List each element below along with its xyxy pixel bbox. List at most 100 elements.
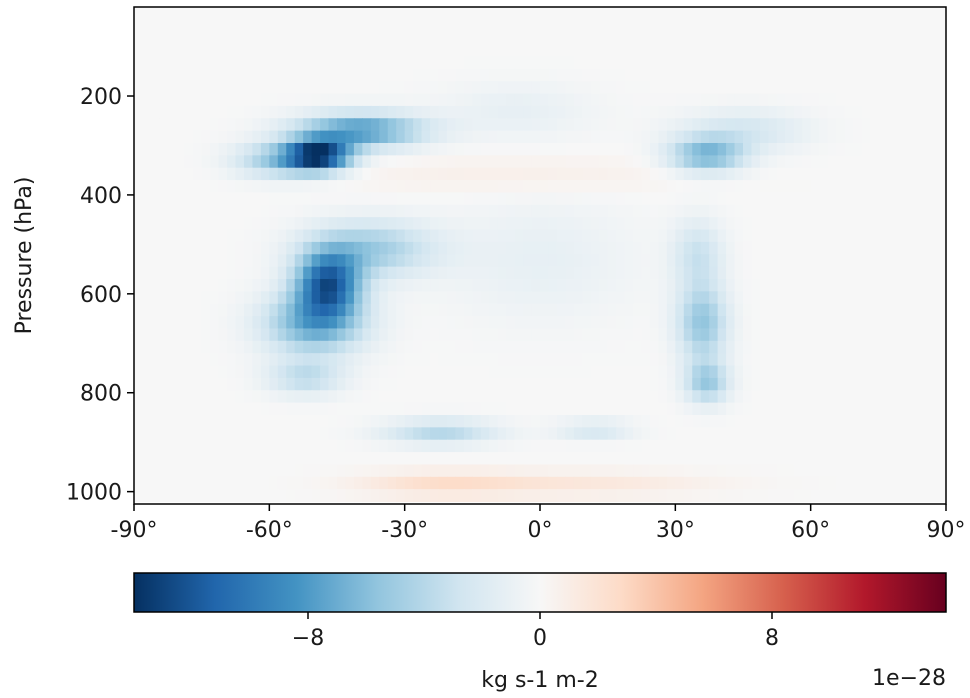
heatmap-cell <box>370 180 380 194</box>
heatmap-cell <box>396 452 406 466</box>
heatmap-cell <box>269 105 279 119</box>
heatmap-cell <box>311 427 321 441</box>
heatmap-cell <box>743 155 753 169</box>
heatmap-cell <box>624 93 634 107</box>
heatmap-cell <box>616 278 626 292</box>
heatmap-cell <box>649 390 660 404</box>
heatmap-cell <box>726 365 736 379</box>
heatmap-cell <box>759 452 769 466</box>
heatmap-cell <box>320 464 330 478</box>
heatmap-cell <box>150 192 160 206</box>
heatmap-cell <box>150 180 160 194</box>
heatmap-cell <box>937 192 947 206</box>
heatmap-cell <box>573 56 583 70</box>
heatmap-cell <box>785 229 795 243</box>
heatmap-cell <box>683 192 693 206</box>
heatmap-cell <box>726 316 736 330</box>
heatmap-cell <box>243 56 254 70</box>
heatmap-cell <box>903 217 913 231</box>
heatmap-cell <box>252 204 262 218</box>
heatmap-cell <box>802 7 812 20</box>
heatmap-cell <box>599 427 609 441</box>
heatmap-cell <box>269 192 279 206</box>
heatmap-cell <box>776 291 786 305</box>
heatmap-cell <box>387 81 397 95</box>
heatmap-cell <box>218 303 228 317</box>
heatmap-cell <box>599 93 609 107</box>
heatmap-cell <box>852 439 863 453</box>
heatmap-cell <box>895 266 905 280</box>
heatmap-cell <box>218 19 228 33</box>
heatmap-cell <box>768 353 778 367</box>
heatmap-cell <box>895 464 905 478</box>
heatmap-cell <box>353 167 363 181</box>
heatmap-cell <box>810 452 820 466</box>
heatmap-cell <box>294 353 304 367</box>
heatmap-cell <box>810 143 820 156</box>
heatmap-cell <box>573 464 583 478</box>
heatmap-cell <box>726 377 736 391</box>
heatmap-cell <box>929 204 939 218</box>
heatmap-cell <box>573 303 583 317</box>
heatmap-cell <box>734 254 744 268</box>
heatmap-cell <box>446 143 457 156</box>
heatmap-cell <box>320 204 330 218</box>
heatmap-cell <box>675 143 685 156</box>
heatmap-cell <box>599 266 609 280</box>
heatmap-cell <box>751 93 761 107</box>
heatmap-cell <box>751 229 761 243</box>
heatmap-cell <box>446 278 457 292</box>
heatmap-cell <box>649 476 660 490</box>
heatmap-cell <box>836 241 846 255</box>
heatmap-cell <box>227 353 237 367</box>
heatmap-cell <box>878 365 888 379</box>
heatmap-cell <box>396 254 406 268</box>
heatmap-cell <box>886 217 896 231</box>
heatmap-cell <box>430 229 440 243</box>
heatmap-cell <box>641 7 651 20</box>
heatmap-cell <box>852 19 863 33</box>
heatmap-cell <box>590 241 600 255</box>
heatmap-cell <box>700 217 710 231</box>
heatmap-cell <box>480 81 490 95</box>
heatmap-cell <box>768 316 778 330</box>
heatmap-cell <box>404 365 414 379</box>
heatmap-cell <box>802 167 812 181</box>
heatmap-cell <box>776 19 786 33</box>
heatmap-cell <box>159 390 169 404</box>
heatmap-cell <box>869 7 879 20</box>
heatmap-cell <box>260 414 270 428</box>
heatmap-cell <box>523 414 533 428</box>
heatmap-cell <box>827 143 837 156</box>
heatmap-cell <box>565 377 575 391</box>
heatmap-cell <box>303 105 313 119</box>
heatmap-cell <box>920 7 930 20</box>
heatmap-cell <box>548 7 558 20</box>
heatmap-cell <box>548 452 558 466</box>
heatmap-cell <box>235 229 245 243</box>
heatmap-cell <box>565 254 575 268</box>
heatmap-cell <box>920 217 930 231</box>
heatmap-cell <box>700 390 710 404</box>
heatmap-cell <box>201 266 211 280</box>
heatmap-cell <box>193 390 203 404</box>
heatmap-cell <box>633 390 643 404</box>
heatmap-cell <box>489 93 499 107</box>
heatmap-cell <box>472 365 482 379</box>
heatmap-cell <box>277 93 287 107</box>
heatmap-cell <box>844 192 854 206</box>
heatmap-cell <box>903 365 913 379</box>
heatmap-cell <box>599 56 609 70</box>
heatmap-cell <box>286 204 296 218</box>
heatmap-cell <box>734 390 744 404</box>
heatmap-cell <box>337 365 347 379</box>
y-tick-label: 200 <box>80 85 122 110</box>
heatmap-cell <box>421 229 431 243</box>
heatmap-cell <box>633 303 643 317</box>
heatmap-cell <box>700 68 710 82</box>
heatmap-cell <box>692 93 702 107</box>
heatmap-cell <box>793 476 803 490</box>
heatmap-cell <box>328 340 338 354</box>
heatmap-cell <box>751 439 761 453</box>
heatmap-cell <box>413 414 423 428</box>
